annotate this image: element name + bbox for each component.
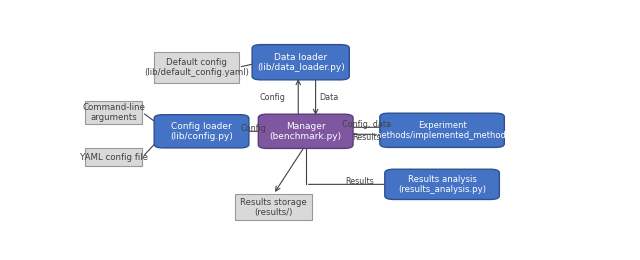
- FancyBboxPatch shape: [380, 113, 504, 147]
- FancyBboxPatch shape: [154, 115, 249, 148]
- Text: YAML config file: YAML config file: [80, 153, 148, 162]
- Text: Results analysis
(results_analysis.py): Results analysis (results_analysis.py): [398, 175, 486, 194]
- Text: Data loader
(lib/data_loader.py): Data loader (lib/data_loader.py): [257, 53, 344, 72]
- FancyBboxPatch shape: [385, 169, 499, 199]
- FancyBboxPatch shape: [85, 148, 142, 166]
- Text: Config loader
(lib/config.py): Config loader (lib/config.py): [170, 122, 233, 141]
- Text: Results storage
(results/): Results storage (results/): [240, 198, 307, 217]
- FancyBboxPatch shape: [85, 101, 142, 124]
- Text: Results: Results: [345, 178, 374, 186]
- Text: Data: Data: [319, 93, 339, 101]
- FancyBboxPatch shape: [252, 45, 349, 80]
- Text: Results: Results: [352, 133, 381, 142]
- FancyBboxPatch shape: [235, 194, 312, 220]
- Text: Experiment
(methods/implemented_methods): Experiment (methods/implemented_methods): [371, 121, 514, 140]
- Text: Manager
(benchmark.py): Manager (benchmark.py): [269, 122, 342, 141]
- Text: Config: Config: [241, 124, 266, 133]
- Text: Default config
(lib/default_config.yaml): Default config (lib/default_config.yaml): [144, 57, 249, 77]
- Text: Command-line
arguments: Command-line arguments: [82, 103, 145, 122]
- Text: Config: Config: [260, 93, 286, 101]
- FancyBboxPatch shape: [259, 114, 353, 148]
- Text: Config, data: Config, data: [342, 120, 391, 129]
- FancyBboxPatch shape: [154, 52, 239, 83]
